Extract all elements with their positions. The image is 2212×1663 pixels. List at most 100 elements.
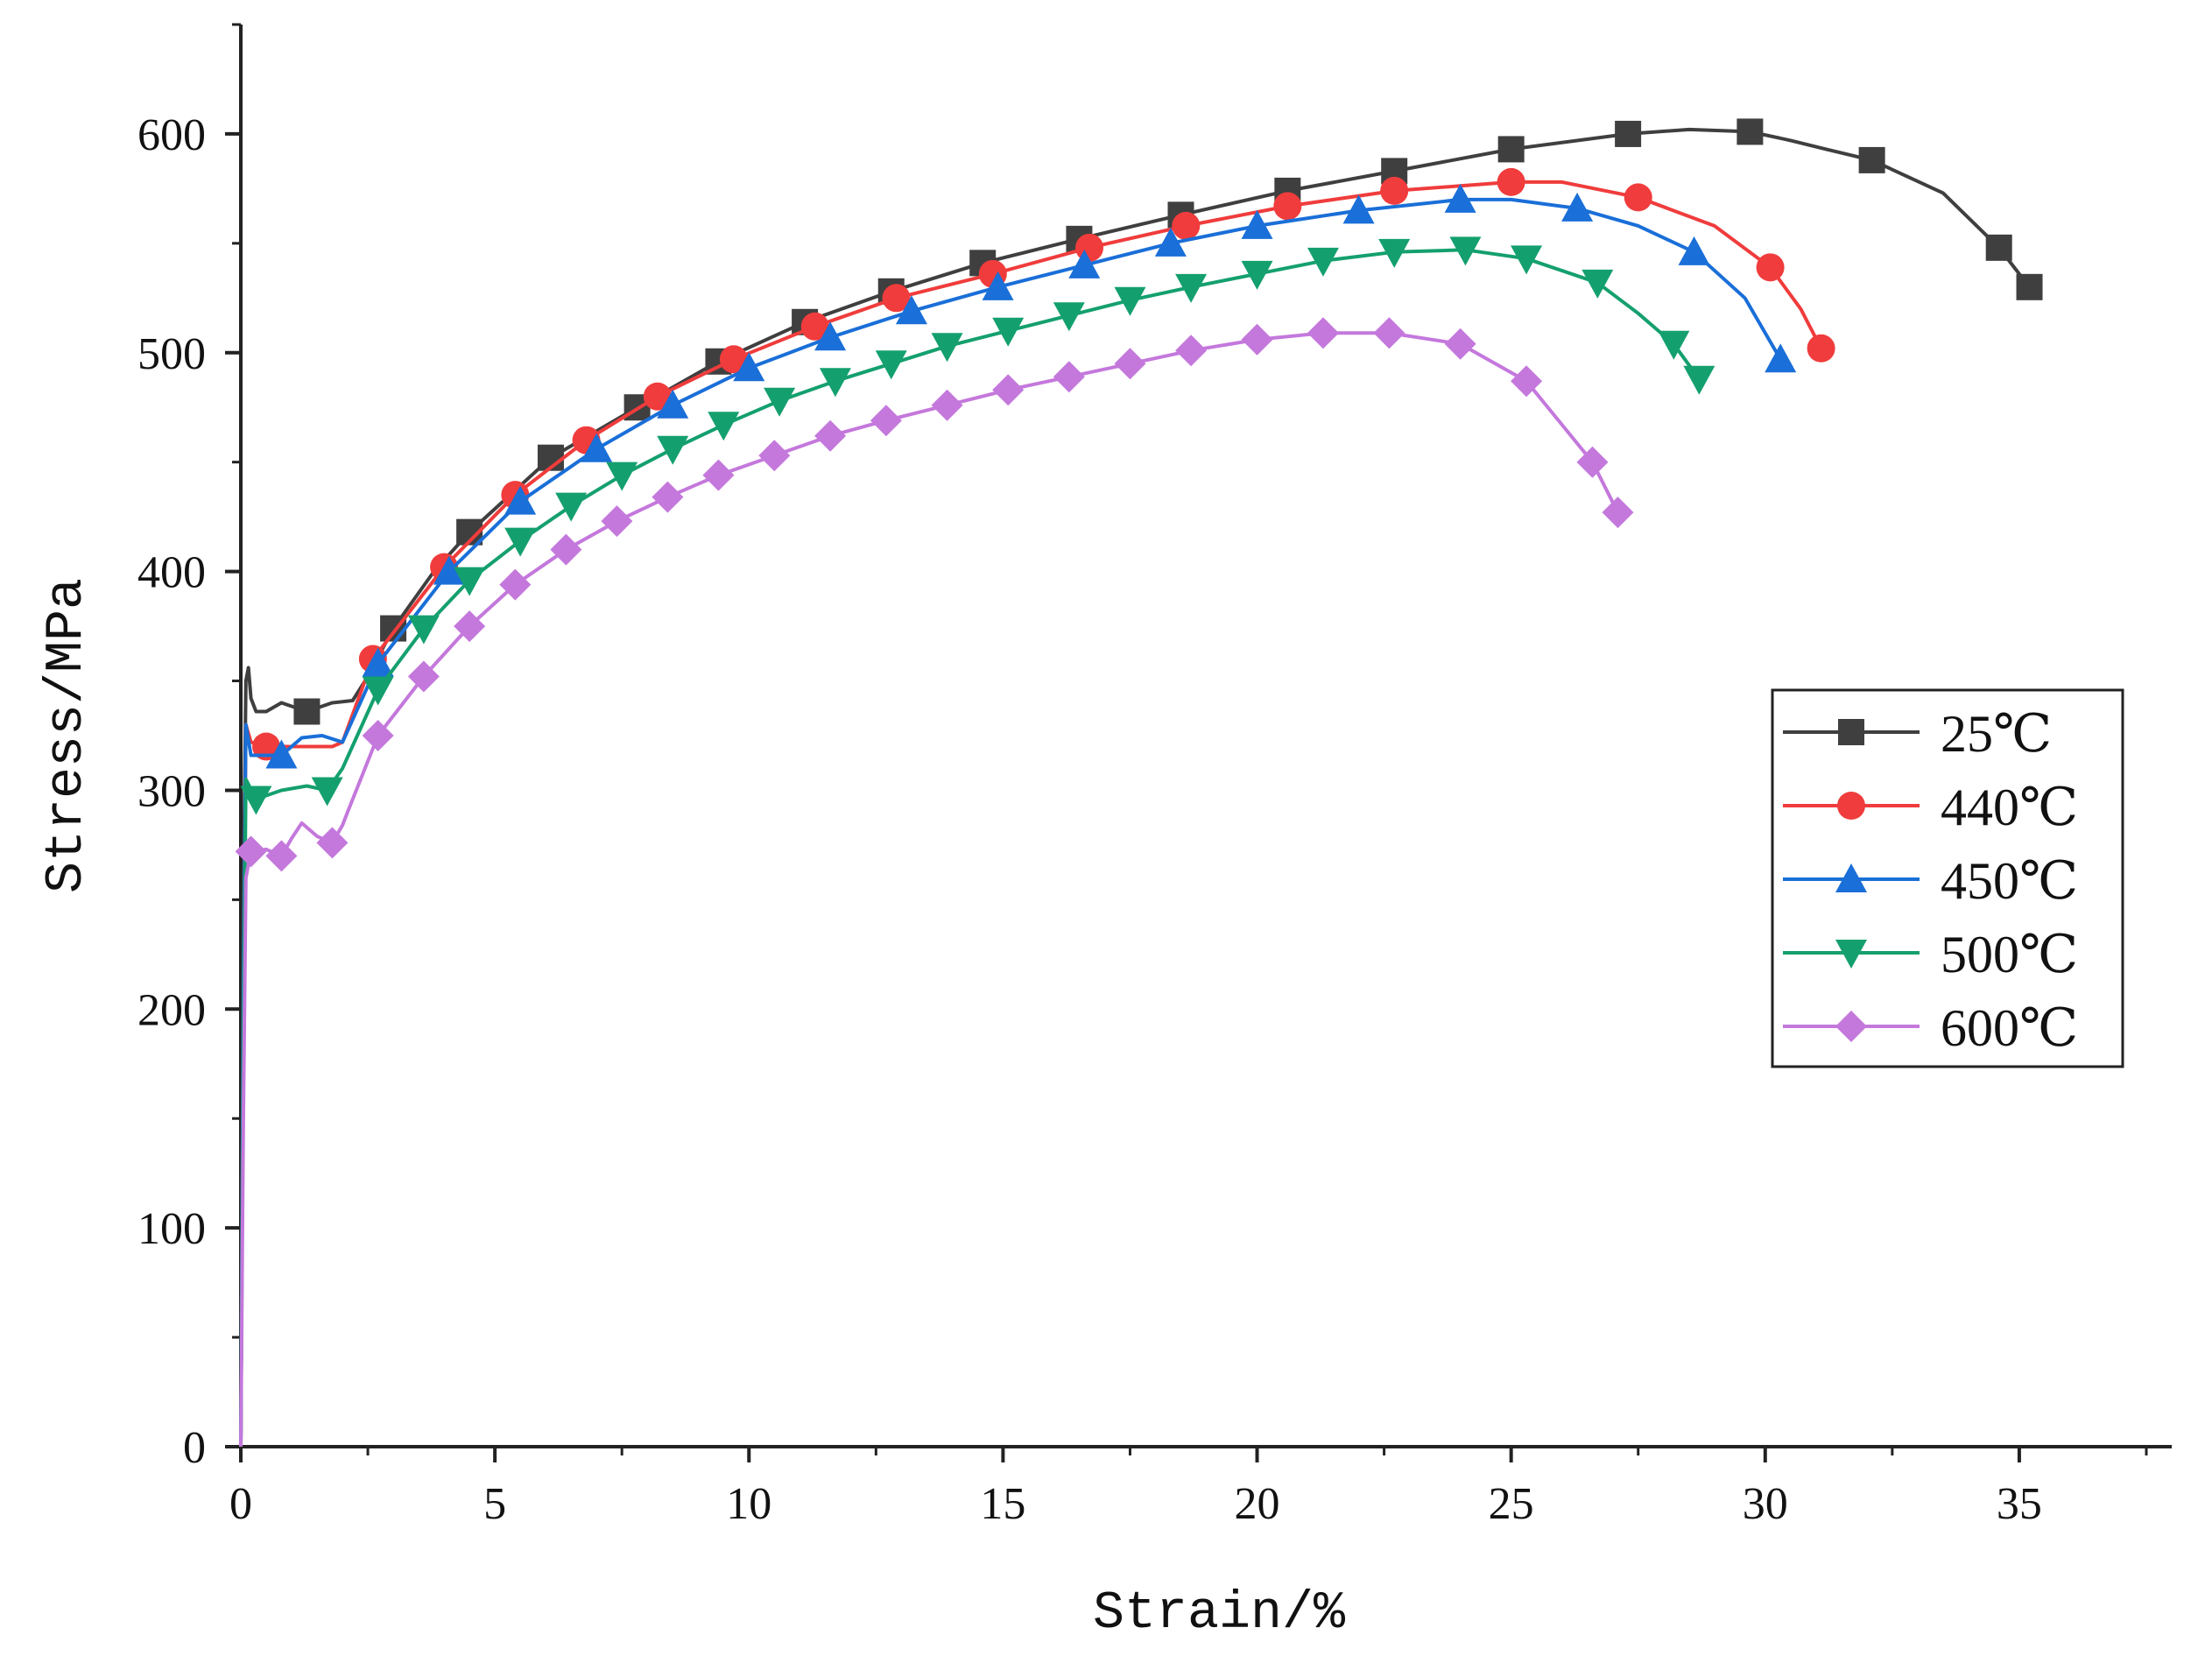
y-tick-label: 100 bbox=[137, 1204, 206, 1254]
data-point bbox=[1154, 227, 1187, 257]
data-point bbox=[362, 647, 394, 677]
data-point bbox=[1075, 233, 1104, 262]
data-point bbox=[407, 615, 440, 645]
x-tick-label: 15 bbox=[980, 1479, 1025, 1529]
data-point bbox=[1444, 183, 1476, 213]
data-point bbox=[1511, 365, 1543, 398]
data-point bbox=[931, 389, 963, 421]
data-point bbox=[708, 412, 740, 441]
data-point bbox=[882, 284, 911, 313]
data-point bbox=[1444, 328, 1476, 360]
x-tick-label: 25 bbox=[1489, 1479, 1534, 1529]
legend-label: 600℃ bbox=[1941, 999, 2078, 1057]
series-line bbox=[239, 197, 1782, 1448]
data-point bbox=[1241, 260, 1273, 290]
data-point bbox=[870, 405, 902, 437]
data-point bbox=[1678, 236, 1710, 265]
data-point bbox=[800, 312, 829, 341]
legend-item: 600℃ bbox=[1783, 999, 2078, 1057]
data-point bbox=[1241, 209, 1273, 239]
data-point bbox=[454, 567, 486, 596]
data-point bbox=[895, 295, 927, 325]
data-point bbox=[982, 271, 1014, 300]
data-point bbox=[1576, 446, 1609, 478]
data-point bbox=[758, 440, 791, 472]
data-point bbox=[1658, 330, 1690, 360]
data-point bbox=[764, 387, 796, 417]
data-point bbox=[1114, 286, 1146, 316]
y-tick-label: 200 bbox=[137, 985, 206, 1035]
data-point bbox=[1373, 317, 1405, 349]
data-point bbox=[504, 527, 537, 557]
legend-marker bbox=[1838, 719, 1864, 745]
legend-marker bbox=[1835, 1011, 1867, 1042]
data-point bbox=[992, 317, 1025, 347]
series-line bbox=[239, 180, 1823, 1448]
data-point bbox=[875, 350, 907, 380]
data-point bbox=[1175, 335, 1208, 367]
legend-label: 450℃ bbox=[1941, 852, 2078, 910]
data-point bbox=[265, 739, 298, 769]
data-point bbox=[1497, 136, 1525, 163]
data-point bbox=[265, 840, 298, 872]
data-point bbox=[1380, 176, 1409, 205]
legend-item: 500℃ bbox=[1783, 926, 2078, 983]
y-tick-label: 300 bbox=[137, 766, 206, 816]
data-point bbox=[1765, 343, 1797, 373]
data-point bbox=[240, 786, 272, 815]
data-point bbox=[1342, 194, 1375, 224]
legend-item: 440℃ bbox=[1783, 779, 2078, 836]
x-tick-label: 20 bbox=[1235, 1479, 1280, 1529]
data-point bbox=[504, 485, 537, 515]
series-4 bbox=[235, 317, 1634, 1448]
data-point bbox=[1736, 118, 1764, 145]
data-point bbox=[433, 555, 465, 585]
series-3 bbox=[239, 236, 1715, 1448]
data-point bbox=[581, 433, 613, 462]
data-point bbox=[652, 481, 684, 513]
data-point bbox=[992, 374, 1025, 406]
data-point bbox=[1053, 361, 1085, 393]
data-point bbox=[555, 492, 588, 522]
data-point bbox=[2016, 273, 2043, 300]
data-point bbox=[1307, 247, 1339, 277]
legend: 25℃ 440℃ 450℃ 500℃ 600℃ bbox=[1771, 688, 2124, 1068]
y-tick-label: 400 bbox=[137, 548, 206, 598]
data-point bbox=[1683, 365, 1715, 395]
y-tick-label: 500 bbox=[137, 329, 206, 379]
data-point bbox=[1756, 253, 1785, 282]
data-point bbox=[316, 827, 349, 859]
legend-label: 440℃ bbox=[1941, 779, 2078, 836]
data-point bbox=[550, 533, 582, 566]
data-point bbox=[499, 568, 532, 601]
data-point bbox=[643, 382, 672, 411]
x-tick-label: 30 bbox=[1743, 1479, 1788, 1529]
legend-item: 450℃ bbox=[1783, 852, 2078, 910]
data-point bbox=[235, 835, 267, 868]
legend-marker bbox=[1835, 863, 1867, 892]
x-tick-label: 10 bbox=[726, 1479, 771, 1529]
data-point bbox=[1378, 238, 1411, 268]
data-point bbox=[1273, 192, 1302, 221]
data-point bbox=[1582, 269, 1614, 299]
data-point bbox=[293, 698, 321, 725]
data-point bbox=[702, 459, 735, 491]
data-point bbox=[1602, 497, 1634, 529]
data-point bbox=[1511, 245, 1543, 275]
data-point bbox=[1307, 317, 1339, 349]
data-point bbox=[1068, 249, 1101, 278]
data-point bbox=[819, 368, 851, 398]
series-line bbox=[239, 248, 1701, 1448]
x-axis-title: Strain/% bbox=[1093, 1584, 1346, 1644]
data-point bbox=[311, 777, 343, 807]
data-point bbox=[733, 352, 765, 382]
data-point bbox=[454, 610, 486, 643]
data-point bbox=[657, 435, 689, 465]
data-point bbox=[1449, 236, 1482, 266]
data-point bbox=[362, 720, 394, 751]
x-tick-label: 5 bbox=[483, 1479, 506, 1529]
y-tick-label: 0 bbox=[183, 1423, 206, 1473]
series-2 bbox=[239, 183, 1797, 1448]
data-point bbox=[1241, 323, 1273, 356]
